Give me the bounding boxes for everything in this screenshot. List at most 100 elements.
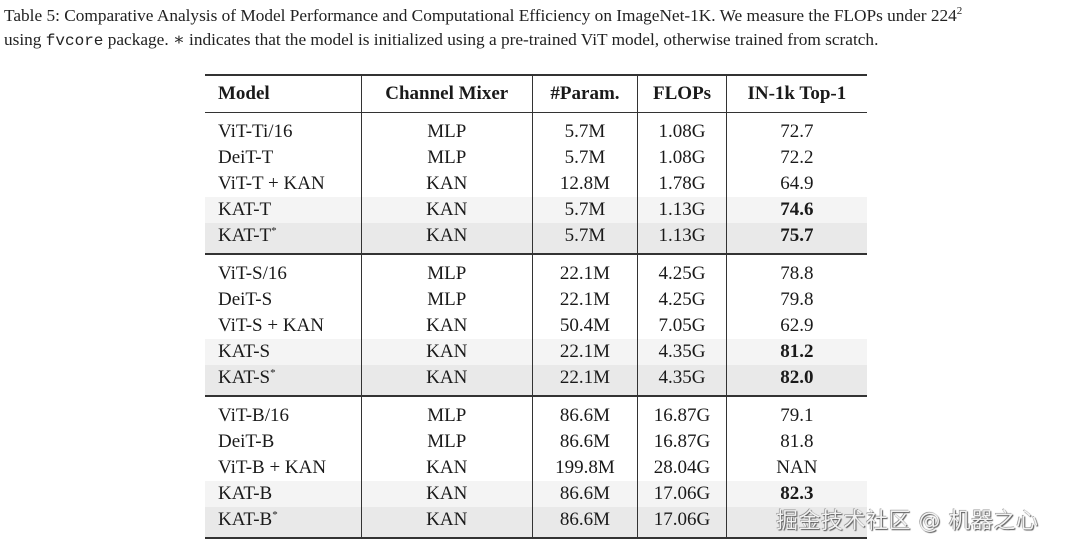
- cell-top1-text: 75.7: [780, 225, 814, 246]
- cell-params-text: 86.6M: [559, 483, 611, 504]
- cell-params: 5.7M: [531, 112, 638, 145]
- cell-params-text: 86.6M: [559, 431, 611, 452]
- cell-top1-text: 82.3: [780, 483, 814, 504]
- watermark: 掘金技术社区 @ 机器之心: [776, 509, 1039, 534]
- cell-channel-mixer-text: MLP: [427, 121, 467, 142]
- cell-model: KAT-S*: [205, 365, 361, 396]
- cell-channel-mixer-text: KAN: [426, 367, 468, 388]
- cell-flops-text: 4.25G: [658, 289, 706, 310]
- cell-model: DeiT-S: [205, 287, 361, 313]
- table-group: ViT-S/16 MLP 22.1M 4.25G 78.8 DeiT-S MLP 22.1M 4…: [205, 254, 867, 396]
- cell-flops-text: 4.35G: [658, 341, 706, 362]
- cell-channel-mixer-text: KAN: [426, 173, 468, 194]
- cell-model: ViT-S + KAN: [205, 313, 361, 339]
- table-group: ViT-Ti/16 MLP 5.7M 1.08G 72.7 DeiT-T MLP 5.7M 1.…: [205, 112, 867, 254]
- cell-params: 5.7M: [531, 197, 638, 223]
- cell-top1-text: 74.6: [780, 199, 814, 220]
- cell-top1-text: 72.2: [780, 147, 814, 168]
- cell-flops-text: 16.87G: [653, 431, 711, 452]
- cell-top1-text: 81.8: [780, 431, 814, 452]
- cell-channel-mixer: KAN: [360, 365, 533, 396]
- cell-flops: 28.04G: [637, 455, 727, 481]
- cell-top1-text: NAN: [776, 457, 818, 478]
- cell-flops: 16.87G: [637, 396, 727, 429]
- cell-model: ViT-T + KAN: [205, 171, 361, 197]
- cell-flops-text: 1.78G: [658, 173, 706, 194]
- cell-params: 199.8M: [531, 455, 638, 481]
- cell-params-text: 12.8M: [559, 173, 611, 194]
- cell-channel-mixer: MLP: [360, 112, 533, 145]
- cell-params: 22.1M: [531, 365, 638, 396]
- cell-model: ViT-Ti/16: [205, 113, 361, 146]
- cell-top1: 62.9: [725, 313, 867, 339]
- cell-model: KAT-T*: [205, 223, 361, 254]
- cell-channel-mixer: KAN: [360, 339, 533, 365]
- pretrained-marker: *: [270, 367, 276, 379]
- table-caption: Table 5: Comparative Analysis of Model P…: [4, 4, 1076, 53]
- header-flops: FLOPs: [637, 75, 727, 113]
- cell-flops-text: 1.08G: [658, 147, 706, 168]
- cell-top1: 72.7: [725, 112, 867, 145]
- cell-flops-text: 4.35G: [658, 367, 706, 388]
- cell-flops-text: 1.13G: [658, 225, 706, 246]
- table-row: KAT-B* KAN 86.6M 17.06G: [205, 507, 867, 538]
- cell-top1: [725, 507, 867, 538]
- cell-flops: 16.87G: [637, 429, 727, 455]
- caption-superscript: 2: [956, 5, 963, 17]
- cell-params: 5.7M: [531, 223, 638, 254]
- cell-model: ViT-S/16: [205, 254, 361, 287]
- cell-channel-mixer-text: MLP: [427, 289, 467, 310]
- table-row: KAT-T* KAN 5.7M 1.13G 75.7: [205, 223, 867, 254]
- table-group: ViT-B/16 MLP 86.6M 16.87G 79.1 DeiT-B MLP 86.6M…: [205, 396, 867, 538]
- cell-flops: 4.25G: [637, 254, 727, 287]
- cell-model-text: DeiT-B: [218, 431, 275, 452]
- cell-channel-mixer: MLP: [360, 145, 533, 171]
- cell-params-text: 22.1M: [559, 289, 611, 310]
- cell-model-text: DeiT-T: [218, 147, 274, 168]
- cell-flops: 1.08G: [637, 112, 727, 145]
- cell-channel-mixer: KAN: [360, 481, 533, 507]
- cell-params-text: 5.7M: [564, 225, 606, 246]
- cell-top1-text: 81.2: [780, 341, 814, 362]
- cell-params-text: 50.4M: [559, 315, 611, 336]
- cell-flops-text: 28.04G: [653, 457, 711, 478]
- cell-top1: 64.9: [725, 171, 867, 197]
- cell-channel-mixer-text: MLP: [427, 405, 467, 426]
- cell-params: 22.1M: [531, 254, 638, 287]
- cell-params-text: 5.7M: [564, 121, 606, 142]
- cell-model: ViT-B + KAN: [205, 455, 361, 481]
- cell-params: 50.4M: [531, 313, 638, 339]
- cell-flops: 1.78G: [637, 171, 727, 197]
- cell-model-text: ViT-B/16: [218, 405, 289, 426]
- header-channel-mixer: Channel Mixer: [360, 75, 533, 113]
- cell-flops-text: 17.06G: [653, 509, 711, 530]
- cell-model-text: KAT-T: [218, 199, 272, 220]
- cell-params: 86.6M: [531, 481, 638, 507]
- cell-top1: 79.8: [725, 287, 867, 313]
- cell-top1: 79.1: [725, 396, 867, 429]
- cell-model: ViT-B/16: [205, 396, 361, 429]
- cell-channel-mixer-text: MLP: [427, 431, 467, 452]
- cell-model-text: KAT-T: [218, 225, 272, 246]
- table-row: ViT-T + KAN KAN 12.8M 1.78G 64.9: [205, 171, 867, 197]
- cell-params: 86.6M: [531, 507, 638, 538]
- cell-model-text: KAT-S: [218, 341, 271, 362]
- cell-flops: 4.35G: [637, 365, 727, 396]
- cell-channel-mixer: MLP: [360, 429, 533, 455]
- cell-top1: NAN: [725, 455, 867, 481]
- cell-model-text: KAT-B: [218, 509, 273, 530]
- pretrained-marker: *: [271, 225, 277, 237]
- cell-model-text: ViT-T + KAN: [218, 173, 325, 194]
- cell-top1-text: 62.9: [780, 315, 814, 336]
- cell-flops-text: 4.25G: [658, 263, 706, 284]
- cell-params-text: 5.7M: [564, 147, 606, 168]
- header-params: #Param.: [531, 75, 638, 113]
- cell-channel-mixer: KAN: [360, 171, 533, 197]
- cell-model: DeiT-B: [205, 429, 361, 455]
- cell-model: KAT-B: [205, 481, 361, 507]
- cell-flops: 7.05G: [637, 313, 727, 339]
- cell-params: 12.8M: [531, 171, 638, 197]
- cell-top1: 75.7: [725, 223, 867, 254]
- cell-flops: 17.06G: [637, 481, 727, 507]
- table-row: ViT-Ti/16 MLP 5.7M 1.08G 72.7: [205, 112, 867, 146]
